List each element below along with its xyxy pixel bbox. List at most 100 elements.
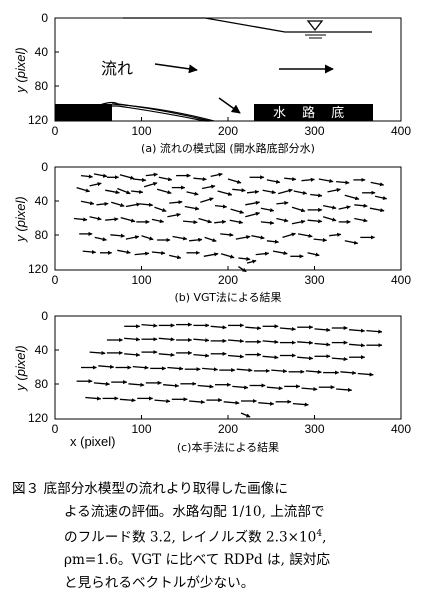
velocity-vector — [255, 251, 270, 256]
velocity-vector — [134, 251, 150, 256]
velocity-vector — [89, 350, 106, 356]
panel-a-y-label: y (pixel) — [13, 47, 28, 94]
velocity-vector — [262, 189, 277, 195]
velocity-vector — [246, 259, 257, 264]
figure-3: 0 40 80 120 0 100 200 300 400 y (pixel) … — [13, 11, 411, 454]
x-tick: 400 — [391, 124, 411, 138]
velocity-vector — [201, 184, 216, 190]
velocity-vector — [331, 356, 348, 362]
y-tick: 0 — [41, 11, 48, 25]
velocity-vector — [307, 252, 320, 257]
velocity-vector — [220, 232, 234, 237]
velocity-vector — [227, 354, 245, 359]
velocity-vector — [132, 365, 149, 370]
velocity-vector — [198, 217, 212, 224]
velocity-vector — [203, 252, 219, 257]
velocity-vector — [182, 219, 198, 225]
velocity-vector — [210, 325, 227, 330]
caption-line-1: 図３ 底部分水模型の流れより取得した画像に — [12, 481, 288, 497]
velocity-vector — [167, 366, 184, 371]
velocity-vector — [214, 219, 227, 224]
velocity-vector — [258, 401, 275, 406]
x-tick: 300 — [304, 273, 324, 287]
velocity-vector — [128, 382, 145, 387]
velocity-vector — [235, 235, 251, 240]
velocity-vector — [293, 190, 308, 195]
velocity-vector — [117, 187, 131, 195]
caption-exponent: 4 — [316, 529, 323, 539]
velocity-vector — [227, 178, 242, 184]
caption-line-2: よる流速の評価。水路勾配 1/10, 上流部で — [64, 503, 325, 520]
velocity-vector — [189, 399, 206, 405]
channel-bed-block — [254, 104, 373, 121]
velocity-vector — [266, 386, 283, 391]
velocity-vector — [301, 387, 318, 392]
velocity-vector — [117, 249, 131, 255]
velocity-vector — [344, 194, 360, 201]
velocity-vector — [251, 235, 265, 240]
velocity-vector — [301, 177, 315, 182]
velocity-vector — [98, 364, 115, 369]
velocity-vector — [124, 337, 141, 342]
velocity-vector — [245, 211, 261, 218]
x-tick: 0 — [52, 273, 59, 287]
velocity-vector — [262, 339, 279, 344]
velocity-vector — [89, 216, 102, 221]
velocity-vector — [94, 236, 107, 242]
y-tick: 40 — [35, 194, 49, 208]
panel-b-vectors — [73, 172, 388, 273]
velocity-vector — [163, 383, 180, 388]
velocity-vector — [336, 180, 350, 185]
velocity-vector — [96, 201, 109, 206]
caption-line-5: と見られるベクトルが少ない。 — [64, 574, 255, 591]
caption-line-3-text: のフルード数 3.2, レイノルズ数 2.3×10 — [64, 529, 317, 546]
panel-a-schematic: 0 40 80 120 0 100 200 300 400 y (pixel) … — [13, 11, 411, 155]
velocity-vector — [229, 219, 244, 225]
velocity-vector — [322, 204, 337, 210]
velocity-vector — [276, 217, 289, 223]
y-tick: 0 — [41, 160, 48, 174]
velocity-vector — [374, 195, 388, 201]
velocity-vector — [193, 338, 210, 343]
velocity-vector — [141, 323, 158, 328]
water-surface-line — [123, 17, 372, 33]
velocity-vector — [262, 355, 279, 360]
channel-bed-label: 水 路 底 — [273, 105, 350, 121]
velocity-vector — [124, 352, 141, 357]
y-tick: 80 — [35, 228, 49, 242]
velocity-vector — [266, 239, 280, 244]
flow-arrow-icon — [154, 63, 198, 74]
velocity-vector — [93, 381, 110, 386]
velocity-vector — [338, 205, 351, 210]
panel-a-y-ticks: 0 40 80 120 — [28, 11, 59, 127]
x-tick: 100 — [131, 422, 151, 436]
velocity-vector — [151, 218, 165, 224]
velocity-vector — [172, 235, 188, 241]
velocity-vector — [236, 368, 253, 373]
velocity-vector — [329, 232, 342, 237]
diversion-arrow-icon — [218, 97, 241, 114]
panel-c-x-ticks: 0 100 200 300 400 — [52, 415, 411, 436]
velocity-vector — [246, 189, 260, 194]
velocity-vector — [167, 212, 181, 218]
velocity-vector — [214, 204, 228, 209]
panel-c-caption: (c)本手法による結果 — [177, 440, 279, 454]
x-tick: 300 — [304, 422, 324, 436]
velocity-vector — [327, 187, 341, 193]
y-tick: 120 — [28, 113, 48, 127]
velocity-vector — [73, 217, 88, 222]
x-tick: 200 — [218, 124, 238, 138]
velocity-vector — [76, 186, 90, 193]
velocity-vector — [139, 202, 154, 207]
velocity-vector — [125, 235, 140, 240]
velocity-vector — [266, 179, 281, 184]
velocity-vector — [271, 369, 288, 374]
panel-b-y-label: y (pixel) — [13, 196, 28, 243]
panel-c-y-label: y (pixel) — [13, 345, 28, 392]
panel-b-vgt-result: 0 40 80 120 0 100 200 300 400 y (pixel) … — [13, 160, 411, 304]
velocity-vector — [202, 367, 219, 372]
velocity-vector — [85, 396, 102, 401]
velocity-vector — [186, 191, 199, 196]
velocity-vector — [284, 176, 297, 182]
velocity-vector — [169, 200, 183, 205]
